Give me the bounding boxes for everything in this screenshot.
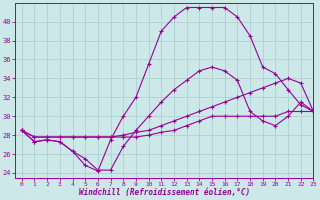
X-axis label: Windchill (Refroidissement éolien,°C): Windchill (Refroidissement éolien,°C) [79, 188, 250, 197]
